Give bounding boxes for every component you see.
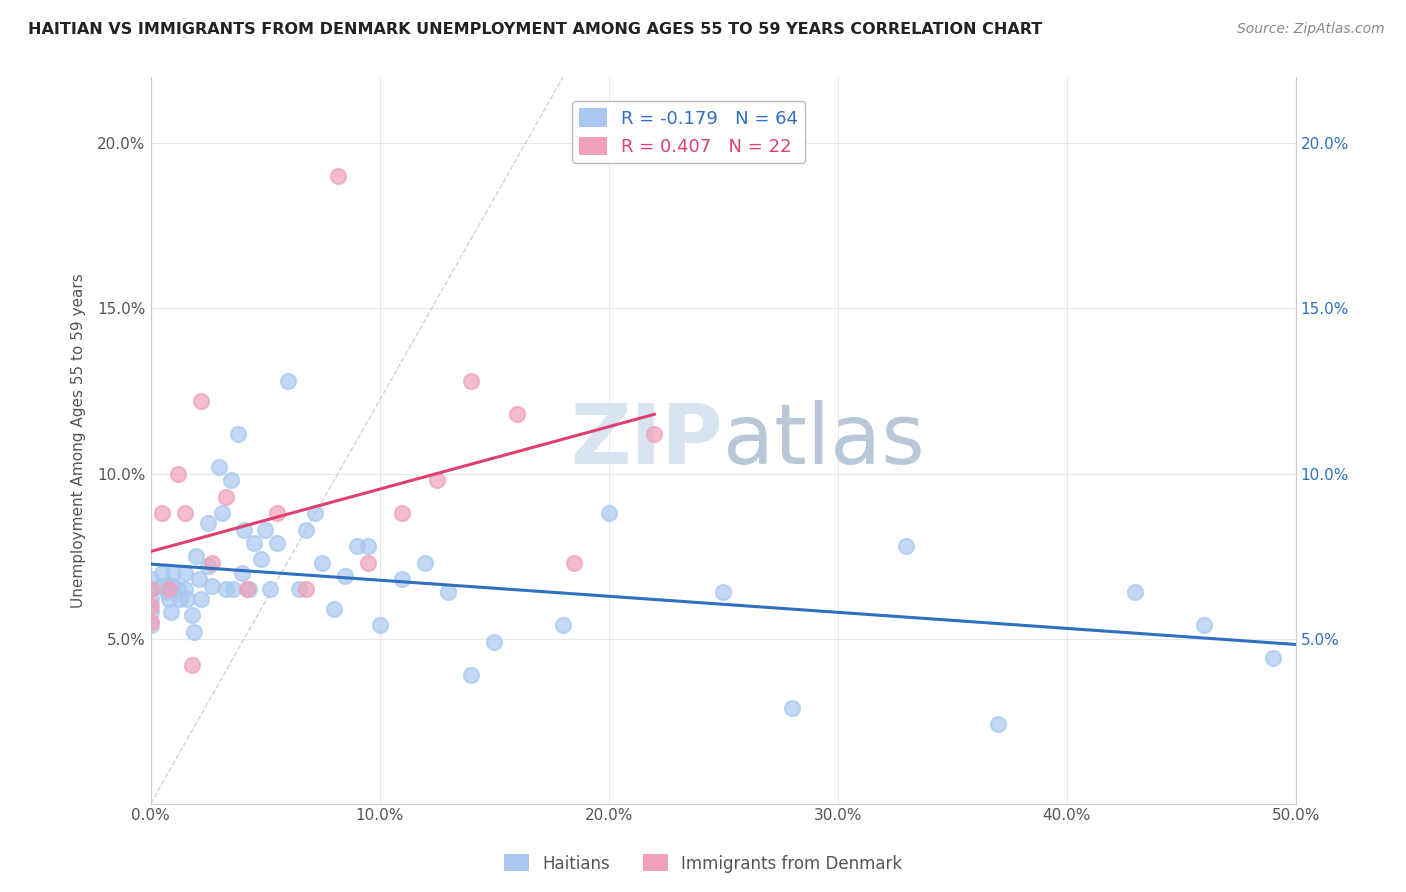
Point [211,506,233,520]
Point [426,473,449,487]
Point [391,506,413,520]
Point [1261,651,1284,665]
Point [190,591,212,606]
Point [231,566,253,580]
Point [174,582,197,596]
Point [183,624,205,639]
Point [156,579,179,593]
Point [277,374,299,388]
Point [139,618,162,632]
Text: Source: ZipAtlas.com: Source: ZipAtlas.com [1237,22,1385,37]
Point [150,506,173,520]
Point [157,582,180,596]
Point [215,582,238,596]
Point [156,585,179,599]
Point [551,618,574,632]
Point [391,572,413,586]
Point [562,556,585,570]
Text: atlas: atlas [723,400,925,481]
Point [357,556,380,570]
Point [643,426,665,441]
Point [139,599,162,613]
Point [180,608,202,623]
Point [896,539,918,553]
Point [346,539,368,553]
Point [226,426,249,441]
Point [176,591,198,606]
Point [197,516,219,530]
Point [236,582,259,596]
Point [506,407,529,421]
Point [139,582,162,596]
Point [190,393,212,408]
Point [335,569,357,583]
Point [295,582,318,596]
Point [987,717,1010,731]
Legend: Haitians, Immigrants from Denmark: Haitians, Immigrants from Denmark [496,847,910,880]
Point [598,506,620,520]
Point [242,536,264,550]
Point [139,605,162,619]
Point [311,556,333,570]
Point [1123,585,1146,599]
Point [167,467,190,481]
Point [1192,618,1215,632]
Point [295,523,318,537]
Point [415,556,437,570]
Point [162,566,184,580]
Point [174,506,197,520]
Point [139,615,162,629]
Point [186,549,208,563]
Point [266,536,288,550]
Point [219,473,242,487]
Point [180,657,202,672]
Point [160,605,183,619]
Point [208,459,231,474]
Point [711,585,734,599]
Point [249,552,271,566]
Point [222,582,245,596]
Point [357,539,380,553]
Point [437,585,460,599]
Point [259,582,281,596]
Point [482,635,505,649]
Point [328,169,350,184]
Point [233,523,256,537]
Point [254,523,277,537]
Point [157,591,180,606]
Point [322,602,344,616]
Point [162,579,184,593]
Point [238,582,260,596]
Point [201,579,224,593]
Legend: R = -0.179   N = 64, R = 0.407   N = 22: R = -0.179 N = 64, R = 0.407 N = 22 [572,101,806,163]
Point [150,579,173,593]
Point [304,506,326,520]
Point [460,374,482,388]
Point [169,591,191,606]
Point [197,558,219,573]
Point [201,556,224,570]
Point [167,582,190,596]
Point [460,668,482,682]
Point [215,490,238,504]
Point [187,572,209,586]
Point [266,506,288,520]
Text: ZIP: ZIP [571,400,723,481]
Point [780,701,803,715]
Point [288,582,311,596]
Point [139,582,162,596]
Point [150,566,173,580]
Point [139,591,162,606]
Text: HAITIAN VS IMMIGRANTS FROM DENMARK UNEMPLOYMENT AMONG AGES 55 TO 59 YEARS CORREL: HAITIAN VS IMMIGRANTS FROM DENMARK UNEMP… [28,22,1042,37]
Point [174,566,197,580]
Point [139,572,162,586]
Y-axis label: Unemployment Among Ages 55 to 59 years: Unemployment Among Ages 55 to 59 years [72,273,86,608]
Point [368,618,391,632]
